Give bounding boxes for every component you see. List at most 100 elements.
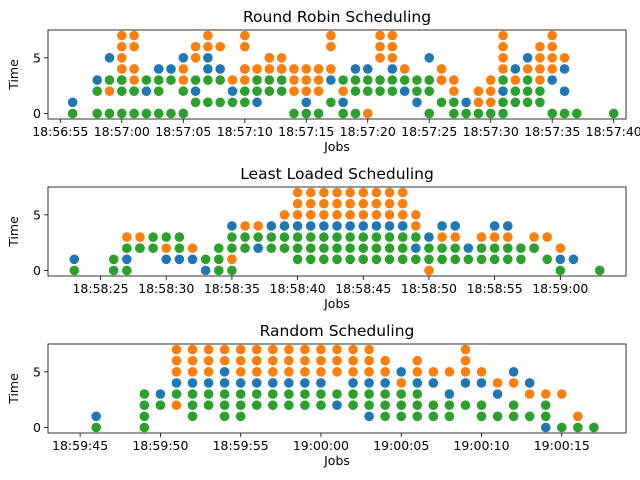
data-point-orange — [161, 243, 172, 253]
data-point-green — [397, 232, 408, 242]
data-point-green — [148, 232, 158, 242]
data-point-green — [319, 254, 329, 265]
data-point-orange — [235, 344, 246, 355]
data-point-orange — [476, 367, 487, 377]
data-point-orange — [332, 187, 342, 198]
chart-title: Random Scheduling — [260, 322, 415, 340]
data-point-green — [380, 411, 390, 422]
data-point-orange — [301, 64, 312, 74]
data-point-orange — [375, 30, 385, 41]
data-point-green — [348, 400, 358, 410]
data-point-green — [437, 254, 447, 265]
x-tick-label: 18:58:35 — [204, 281, 260, 296]
data-point-green — [332, 232, 342, 242]
data-point-green — [516, 243, 526, 253]
data-point-orange — [313, 75, 324, 85]
data-point-orange — [129, 41, 139, 52]
data-point-green — [219, 411, 230, 422]
data-point-green — [498, 97, 508, 108]
data-point-green — [139, 400, 150, 410]
data-point-green — [253, 232, 263, 242]
data-point-green — [139, 389, 150, 399]
data-point-green — [350, 75, 361, 85]
data-point-orange — [129, 75, 139, 85]
x-axis-label: Jobs — [323, 139, 350, 154]
data-point-green — [91, 422, 101, 433]
data-point-orange — [371, 210, 382, 220]
data-point-orange — [203, 367, 214, 377]
data-point-orange — [129, 30, 139, 41]
data-point-orange — [345, 187, 355, 198]
y-axis-label: Time — [6, 216, 21, 248]
x-tick-label: 18:57:25 — [401, 124, 457, 139]
data-point-green — [219, 389, 230, 399]
y-tick-label: 5 — [33, 364, 41, 379]
data-point-orange — [116, 53, 127, 63]
y-tick-label: 5 — [33, 50, 41, 65]
data-point-blue — [203, 64, 213, 74]
data-point-green — [166, 108, 176, 119]
series-points — [91, 344, 599, 433]
data-point-orange — [319, 198, 329, 209]
data-point-green — [489, 254, 500, 265]
data-point-blue — [292, 221, 303, 231]
data-point-green — [350, 108, 361, 119]
data-point-green — [476, 243, 487, 253]
data-point-blue — [424, 53, 435, 63]
x-tick-label: 18:58:25 — [72, 281, 128, 296]
data-point-green — [252, 75, 262, 85]
data-point-orange — [190, 53, 201, 63]
data-point-orange — [384, 210, 395, 220]
series-points — [69, 187, 605, 276]
data-point-orange — [235, 367, 246, 377]
data-point-green — [251, 400, 262, 410]
data-point-green — [187, 411, 198, 422]
data-point-green — [289, 108, 299, 119]
data-point-green — [104, 108, 115, 119]
data-point-blue — [215, 64, 225, 74]
data-point-orange — [473, 97, 484, 108]
data-point-blue — [362, 64, 373, 74]
data-point-orange — [190, 41, 201, 52]
data-point-green — [522, 97, 533, 108]
data-point-blue — [444, 389, 455, 399]
data-point-blue — [498, 86, 508, 96]
data-point-green — [556, 422, 567, 433]
data-point-green — [350, 86, 361, 96]
data-point-orange — [171, 400, 182, 410]
data-point-green — [240, 243, 250, 253]
data-point-green — [412, 411, 423, 422]
data-point-orange — [332, 355, 342, 366]
data-point-orange — [397, 198, 408, 209]
data-point-orange — [345, 210, 355, 220]
data-point-green — [461, 108, 471, 119]
data-point-blue — [371, 221, 382, 231]
data-point-green — [508, 400, 519, 410]
x-tick-label: 18:57:10 — [217, 124, 273, 139]
data-point-green — [502, 243, 513, 253]
data-point-orange — [300, 367, 310, 377]
data-point-orange — [444, 367, 455, 377]
data-point-orange — [227, 75, 238, 85]
data-point-green — [540, 400, 551, 410]
data-point-blue — [253, 243, 263, 253]
data-point-green — [362, 86, 373, 96]
y-tick-label: 5 — [33, 207, 41, 222]
data-point-green — [116, 86, 127, 96]
data-point-orange — [116, 30, 127, 41]
data-point-green — [502, 254, 513, 265]
data-point-blue — [559, 64, 570, 74]
data-point-blue — [428, 378, 439, 388]
data-point-blue — [326, 75, 336, 85]
data-point-orange — [460, 344, 471, 355]
data-point-orange — [535, 64, 545, 74]
x-tick-label: 19:00:00 — [293, 438, 349, 453]
data-point-green — [516, 254, 526, 265]
data-point-green — [227, 232, 237, 242]
data-point-blue — [380, 378, 390, 388]
data-point-green — [174, 232, 185, 242]
data-point-green — [444, 411, 455, 422]
data-point-orange — [492, 378, 503, 388]
data-point-orange — [227, 254, 237, 265]
data-point-orange — [301, 86, 312, 96]
